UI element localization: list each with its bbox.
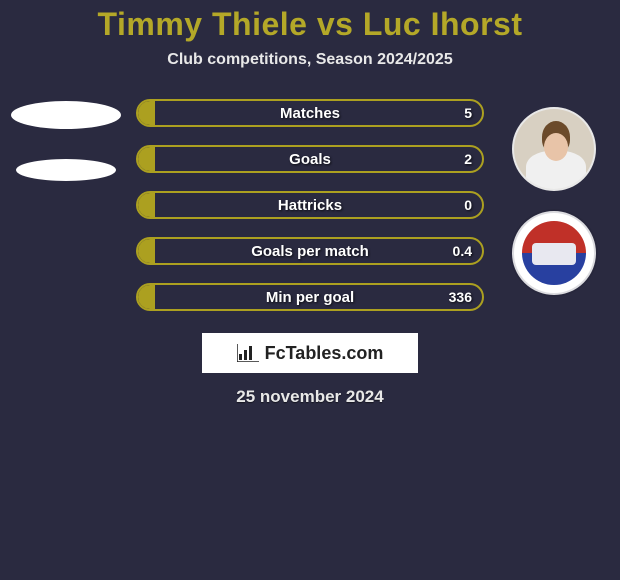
stat-bar: Min per goal336: [136, 283, 484, 311]
stat-bar-label: Min per goal: [138, 285, 482, 309]
stat-bar: Goals2: [136, 145, 484, 173]
comparison-card: Timmy Thiele vs Luc Ihorst Club competit…: [0, 0, 620, 407]
date-text: 25 november 2024: [0, 387, 620, 407]
stat-bar-right-value: 2: [464, 147, 472, 171]
stat-bar-right-value: 0: [464, 193, 472, 217]
page-title: Timmy Thiele vs Luc Ihorst: [0, 6, 620, 43]
stat-bar-label: Goals: [138, 147, 482, 171]
bar-chart-icon: [237, 344, 259, 362]
right-player-photo: [512, 107, 596, 191]
stat-bar-label: Goals per match: [138, 239, 482, 263]
brand-text: FcTables.com: [265, 343, 384, 364]
left-club-badge-placeholder: [16, 159, 116, 181]
stat-bar-label: Matches: [138, 101, 482, 125]
stat-bar: Goals per match0.4: [136, 237, 484, 265]
stats-bars: Matches5Goals2Hattricks0Goals per match0…: [136, 99, 484, 311]
stat-bar-right-value: 5: [464, 101, 472, 125]
brand-box: FcTables.com: [202, 333, 418, 373]
left-player-photo-placeholder: [11, 101, 121, 129]
stat-bar-label: Hattricks: [138, 193, 482, 217]
main-row: Matches5Goals2Hattricks0Goals per match0…: [0, 99, 620, 311]
right-club-badge: [512, 211, 596, 295]
stat-bar-right-value: 0.4: [453, 239, 472, 263]
right-player-column: [494, 99, 614, 295]
face-shape: [544, 133, 568, 161]
subtitle: Club competitions, Season 2024/2025: [0, 51, 620, 69]
stat-bar-right-value: 336: [449, 285, 472, 309]
stat-bar: Hattricks0: [136, 191, 484, 219]
stat-bar: Matches5: [136, 99, 484, 127]
left-player-column: [6, 99, 126, 181]
club-badge-inner: [532, 243, 576, 265]
